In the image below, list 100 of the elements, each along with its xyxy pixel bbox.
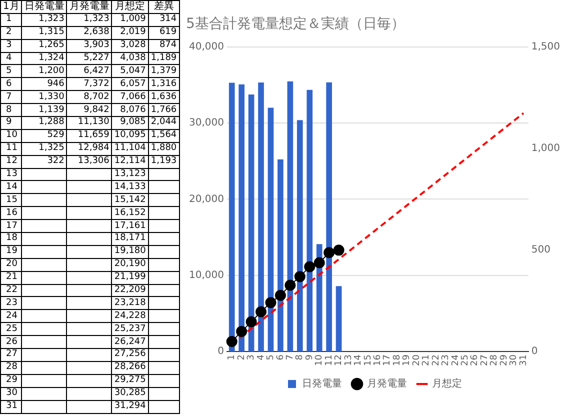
y-tick-label: 11 — [0, 142, 22, 156]
legend-label: 月発電量 — [367, 378, 407, 390]
data-label: 13,123 — [112, 168, 148, 181]
data-label: 529 — [22, 129, 67, 142]
data-label: 3,028 — [112, 39, 148, 52]
data-label: 19,180 — [112, 245, 148, 258]
x-tick-label: 1 — [227, 354, 238, 360]
data-label: 5,047 — [112, 64, 148, 78]
legend-label: 月想定 — [432, 378, 462, 390]
point — [236, 326, 248, 337]
data-label: 1,288 — [22, 116, 67, 130]
x-tick-label: 20 — [412, 354, 422, 366]
data-label: 322 — [22, 155, 67, 168]
y-tick-label: 30,000 — [188, 118, 224, 129]
y-tick-label: 25 — [0, 322, 22, 336]
y-tick-label: 22 — [0, 284, 22, 297]
x-tick-label: 29 — [499, 354, 510, 366]
data-label: 1,315 — [22, 26, 67, 40]
x-tick-label: 13 — [344, 354, 354, 366]
y-tick-label: 18 — [0, 232, 22, 246]
point — [333, 244, 344, 256]
y-tick-label: 24 — [0, 310, 22, 323]
y-tick-label: 26 — [0, 336, 22, 349]
y-tick-label: 40,000 — [188, 41, 224, 52]
data-label: 30,285 — [112, 387, 148, 400]
y-tick-label: 12 — [0, 155, 22, 168]
y-tick-label: 17 — [0, 220, 22, 233]
data-label: 1,139 — [22, 104, 67, 117]
point — [314, 257, 325, 268]
y-tick-label: 20 — [0, 258, 22, 272]
y-tick-label: 30 — [0, 387, 22, 400]
point — [265, 297, 276, 308]
legend-label: 日発電量 — [302, 378, 342, 390]
data-label: 15,142 — [112, 194, 148, 207]
data-label: 946 — [22, 78, 67, 91]
x-tick-label: 18 — [392, 354, 402, 366]
bar — [287, 81, 294, 352]
x-tick-label: 12 — [334, 354, 344, 366]
data-label: 20,190 — [112, 258, 148, 272]
x-tick-label: 24 — [450, 354, 461, 366]
x-tick-label: 31 — [518, 354, 529, 366]
x-tick-label: 3 — [246, 354, 257, 360]
y-tick-label: 7 — [0, 90, 22, 104]
x-tick-label: 差異 — [148, 0, 180, 14]
y-tick-label: 9 — [0, 116, 22, 130]
data-label: 25,237 — [112, 322, 148, 336]
data-label: 13,306 — [66, 155, 112, 168]
data-label: 29,275 — [112, 374, 148, 388]
data-label: 2,019 — [112, 26, 148, 40]
data-label: 1,325 — [22, 142, 67, 156]
bar — [258, 82, 264, 352]
x-tick-label: 5 — [266, 354, 276, 360]
data-label: 1,379 — [148, 64, 180, 78]
data-label: 12,114 — [112, 155, 148, 168]
data-label: 9,085 — [112, 116, 148, 130]
x-tick-label: 21 — [422, 354, 432, 366]
y-tick-label: 2 — [0, 26, 22, 40]
x-tick-label: 30 — [509, 354, 520, 366]
y-tick-label: 16 — [0, 206, 22, 220]
point — [246, 316, 257, 328]
y2-tick-label: 1,000 — [531, 142, 560, 154]
bar — [306, 90, 313, 352]
x-tick-label: 22 — [431, 354, 442, 366]
x-tick-label: 2 — [236, 354, 247, 360]
data-label: 2,044 — [148, 116, 180, 130]
x-tick-label: 19 — [402, 354, 412, 366]
y-tick-label: 13 — [0, 168, 22, 181]
y-tick-label: 1 — [0, 13, 22, 26]
data-label: 18,171 — [112, 232, 148, 246]
data-label: 4,038 — [112, 52, 148, 65]
data-label: 1,636 — [148, 90, 180, 104]
data-label: 1,009 — [112, 13, 148, 26]
x-tick-label: 23 — [441, 354, 452, 366]
data-label: 1,880 — [148, 142, 180, 156]
data-label: 1,265 — [22, 39, 67, 52]
data-label: 21,199 — [112, 271, 148, 284]
data-label: 22,209 — [112, 284, 148, 297]
data-label: 1,330 — [22, 90, 67, 104]
x-tick-label: 8 — [295, 354, 306, 360]
bar — [238, 84, 244, 352]
x-tick-label: 17 — [382, 354, 393, 366]
x-tick-label: 6 — [276, 354, 286, 360]
data-label: 14,133 — [112, 180, 148, 194]
x-tick-label: 7 — [286, 354, 296, 360]
data-label: 16,152 — [112, 206, 148, 220]
y-tick-label: 20,000 — [188, 194, 224, 205]
data-label: 11,130 — [66, 116, 112, 130]
x-tick-label: 15 — [363, 354, 374, 366]
data-label: 619 — [148, 26, 180, 40]
data-label: 10,095 — [112, 129, 148, 142]
point — [294, 271, 306, 282]
data-label: 8,076 — [112, 104, 148, 117]
y-tick-label: 5 — [0, 64, 22, 78]
data-label: 874 — [148, 39, 180, 52]
data-label: 24,228 — [112, 310, 148, 323]
data-label: 1,766 — [148, 104, 180, 117]
point — [304, 261, 316, 272]
x-tick-label: 26 — [470, 354, 480, 366]
data-label: 5,227 — [66, 52, 112, 65]
chart-title: 5基合計発電量想定＆実績（日毎） — [186, 16, 405, 32]
